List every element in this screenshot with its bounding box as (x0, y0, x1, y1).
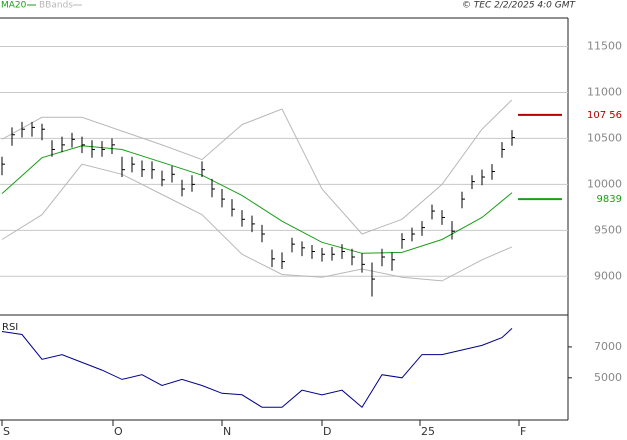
y-tick-label: 7000 (594, 340, 622, 353)
ma-line (1, 145, 513, 254)
rsi-line (1, 328, 513, 408)
y-tick-label: 10500 (587, 131, 622, 144)
legend-label: MA20 (1, 1, 27, 11)
y-tick-label: 9000 (594, 269, 622, 282)
band-upper (1, 99, 513, 235)
x-tick-label: O (114, 425, 123, 438)
source: © TEC 2/2/2025 4:0 GMT (462, 1, 577, 11)
y-tick-label: 9500 (594, 223, 622, 236)
x-tick-label: D (323, 425, 331, 438)
y-tick-label: 5000 (594, 371, 622, 384)
y-tick-label: 11500 (587, 39, 622, 52)
price-level-label: 9839 (597, 194, 622, 205)
x-tick-label: N (223, 425, 231, 438)
legend-label: BBands (39, 1, 73, 11)
y-tick-label: 10000 (587, 177, 622, 190)
y-tick-label: 11000 (587, 85, 622, 98)
x-tick-label: S (3, 425, 10, 438)
band-lower (1, 163, 513, 282)
rsi-title: RSI (2, 322, 18, 333)
x-tick-label: 25 (421, 425, 435, 438)
x-tick-label: F (520, 425, 526, 438)
price-level-label: 107 56 (587, 110, 622, 121)
